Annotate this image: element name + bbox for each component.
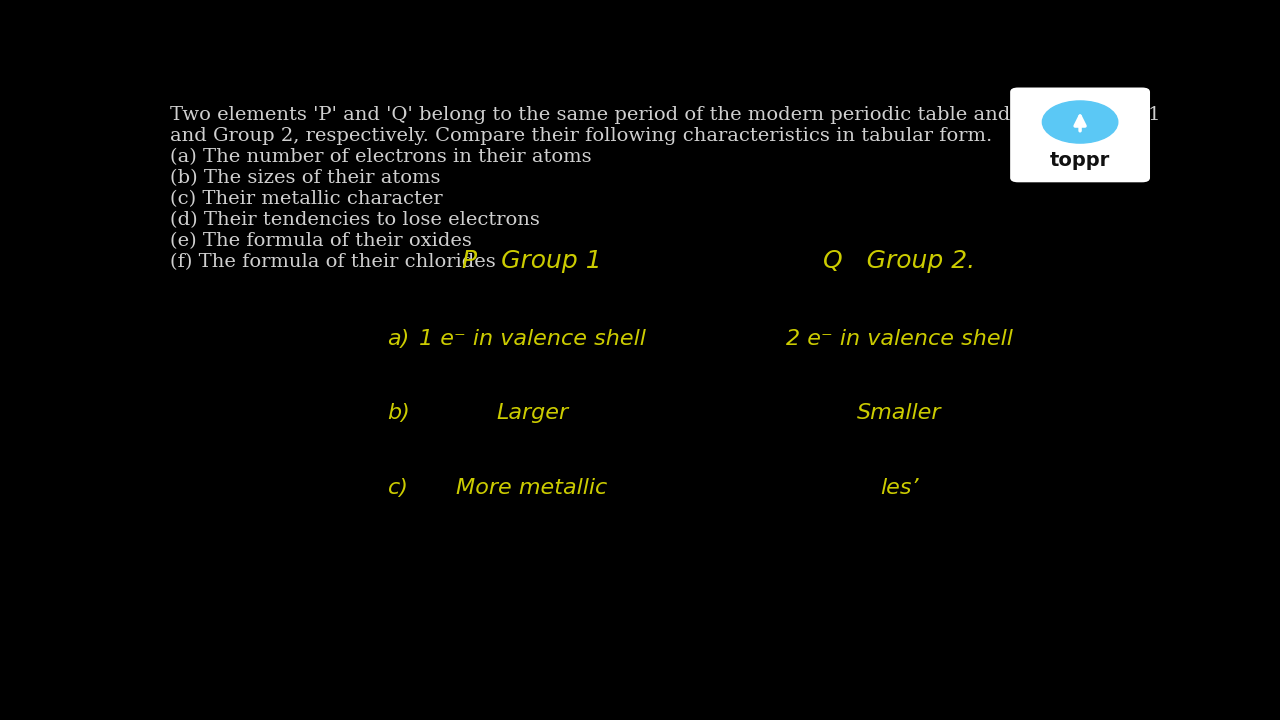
Text: toppr: toppr [1050, 151, 1110, 170]
Text: Q   Group 2.: Q Group 2. [823, 249, 975, 273]
Circle shape [1042, 101, 1117, 143]
Text: (b) The sizes of their atoms: (b) The sizes of their atoms [170, 169, 440, 187]
FancyBboxPatch shape [1010, 88, 1149, 182]
Text: 2 e⁻ in valence shell: 2 e⁻ in valence shell [786, 328, 1012, 348]
Text: a): a) [387, 328, 410, 348]
Text: b): b) [387, 403, 410, 423]
Text: and Group 2, respectively. Compare their following characteristics in tabular fo: and Group 2, respectively. Compare their… [170, 127, 992, 145]
Text: (f) The formula of their chlorides: (f) The formula of their chlorides [170, 253, 495, 271]
Text: P   Group 1: P Group 1 [462, 249, 602, 273]
Text: les’: les’ [879, 478, 918, 498]
Text: More metallic: More metallic [457, 478, 608, 498]
Text: 1 e⁻ in valence shell: 1 e⁻ in valence shell [419, 328, 645, 348]
Text: (e) The formula of their oxides: (e) The formula of their oxides [170, 233, 472, 251]
Text: (d) Their tendencies to lose electrons: (d) Their tendencies to lose electrons [170, 211, 540, 229]
Text: c): c) [388, 478, 408, 498]
Text: Smaller: Smaller [856, 403, 941, 423]
Text: (a) The number of electrons in their atoms: (a) The number of electrons in their ato… [170, 148, 591, 166]
Text: (c) Their metallic character: (c) Their metallic character [170, 190, 443, 208]
Text: Larger: Larger [495, 403, 568, 423]
Text: Two elements 'P' and 'Q' belong to the same period of the modern periodic table : Two elements 'P' and 'Q' belong to the s… [170, 106, 1161, 124]
